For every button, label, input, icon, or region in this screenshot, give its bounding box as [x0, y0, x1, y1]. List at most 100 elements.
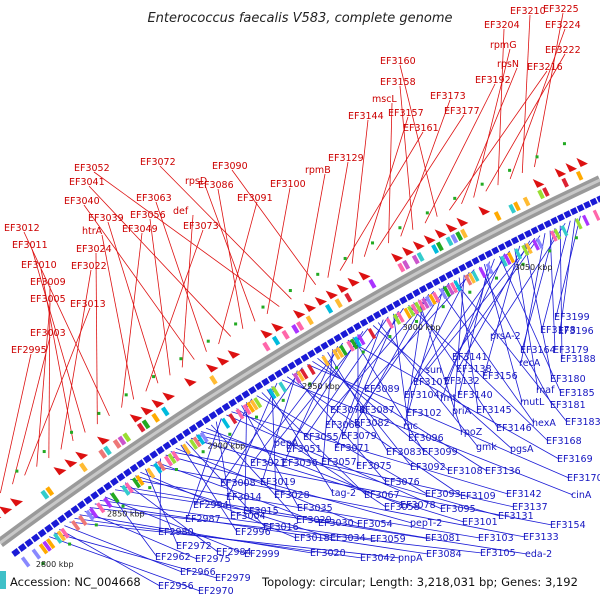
reverse-gene-arrow [412, 288, 421, 297]
forward-gene-label: def [173, 206, 189, 217]
reverse-leader-line [407, 285, 445, 414]
reverse-gene-arrow [182, 428, 192, 437]
rna-marker [425, 211, 429, 215]
reverse-leader-line [287, 331, 364, 450]
reverse-gene-label: EF3071 [334, 443, 370, 454]
reverse-leader-line [49, 536, 201, 592]
reverse-gene-label: EF3137 [512, 502, 548, 513]
reverse-gene-arrow [241, 390, 251, 399]
forward-leader-line [12, 336, 51, 485]
reverse-cog-tile [124, 482, 134, 494]
reverse-gene-label: EF3058 [384, 502, 420, 513]
reverse-gene-label: hexA [532, 418, 556, 429]
reverse-cog-tile [199, 431, 209, 443]
reverse-gene-label: EF3028 [274, 490, 310, 501]
rna-marker [206, 339, 210, 343]
reverse-gene-label: EF3030 [318, 518, 354, 529]
reverse-gene-label: EF3180 [550, 374, 586, 385]
reverse-cog-tile [582, 214, 590, 227]
forward-cog-tile [136, 422, 146, 433]
forward-gene-label: EF3009 [30, 277, 66, 288]
forward-leader-line [93, 171, 280, 307]
forward-gene-label: rpmB [305, 165, 331, 176]
reverse-gene-label: EF3095 [440, 504, 476, 515]
forward-leader-line [40, 268, 74, 442]
forward-cog-tile [561, 177, 569, 188]
reverse-gene-arrow [307, 349, 316, 358]
reverse-gene-label: EF3099 [422, 447, 458, 458]
rna-marker [174, 468, 178, 472]
reverse-gene-label: EF3084 [426, 549, 462, 560]
reverse-leader-line [453, 274, 465, 412]
reverse-leader-line [271, 386, 277, 496]
reverse-gene-arrow [563, 210, 572, 219]
rna-marker [201, 450, 205, 454]
reverse-cog-tile [521, 244, 530, 256]
forward-gene-arrow [184, 378, 197, 387]
reverse-leader-line [478, 266, 553, 406]
reverse-cog-tile [246, 401, 256, 413]
reverse-leader-line [524, 243, 553, 380]
reverse-leader-line [291, 373, 387, 483]
forward-cog-tile [431, 244, 440, 254]
forward-gene-arrow [75, 451, 89, 460]
reverse-gene-label: EF3104 [404, 390, 440, 401]
reverse-gene-label: EF3096 [408, 433, 444, 444]
reverse-cog-tile [346, 340, 355, 352]
reverse-gene-label: EF3108 [447, 466, 483, 477]
reverse-cog-tile [449, 282, 459, 294]
reverse-cog-tile [181, 443, 191, 455]
forward-gene-arrow [391, 253, 404, 262]
reverse-gene-label: EF3059 [370, 534, 406, 545]
reverse-gene-arrow [359, 318, 369, 327]
reverse-leader-line [210, 424, 299, 521]
rna-marker [228, 432, 232, 436]
reverse-gene-arrow [510, 236, 520, 245]
reverse-leader-line [140, 471, 297, 539]
rna-marker [179, 357, 183, 361]
reverse-gene-label: EF3178 [540, 325, 576, 336]
reverse-gene-label: eda-2 [525, 549, 552, 560]
reverse-gene-arrow [175, 432, 185, 442]
reverse-cog-tile [267, 388, 277, 400]
forward-cog-tile [522, 196, 531, 207]
reverse-leader-line [135, 475, 333, 539]
reverse-gene-arrow [484, 249, 493, 258]
reverse-leader-line [165, 454, 413, 524]
reverse-leader-line [120, 485, 428, 539]
reverse-cog-tile [85, 509, 95, 521]
reverse-gene-label: EF3181 [550, 400, 586, 411]
forward-leader-line [351, 119, 369, 264]
reverse-leader-line [307, 363, 570, 479]
forward-gene-arrow [456, 217, 469, 227]
reverse-leader-line [377, 322, 479, 448]
reverse-cog-tile [135, 474, 145, 486]
reverse-gene-label: EF3055 [303, 432, 339, 443]
genome-backbone [0, 175, 600, 548]
reverse-gene-arrow [169, 437, 178, 446]
reverse-gene-label: EF3141 [452, 352, 488, 363]
reverse-cog-tile [514, 248, 523, 260]
forward-gene-label: EF3012 [4, 223, 40, 234]
reverse-gene-arrow [63, 509, 73, 519]
bp-tick-label: 2900 kbp [208, 441, 246, 450]
forward-cog-tile [334, 298, 343, 309]
reverse-gene-arrow [188, 424, 198, 433]
forward-gene-arrow [271, 323, 284, 332]
reverse-leader-line [453, 235, 541, 358]
reverse-gene-label: EF3067 [364, 490, 400, 501]
reverse-gene-arrow [37, 528, 47, 538]
forward-gene-arrow [9, 498, 24, 507]
forward-gene-label: rpsD [185, 176, 207, 187]
reverse-cog-tile [189, 438, 199, 450]
reverse-gene-arrow [202, 415, 211, 424]
forward-gene-label: EF3063 [136, 193, 172, 204]
forward-gene-label: EF3010 [21, 260, 57, 271]
reverse-leader-line [89, 507, 483, 554]
reverse-cog-tile [156, 460, 166, 472]
reverse-gene-label: EF3078 [400, 500, 436, 511]
forward-gene-label: EF3224 [545, 20, 581, 31]
forward-cog-tile [416, 251, 425, 262]
reverse-cog-tile [432, 291, 441, 304]
forward-cog-tile [296, 321, 305, 331]
